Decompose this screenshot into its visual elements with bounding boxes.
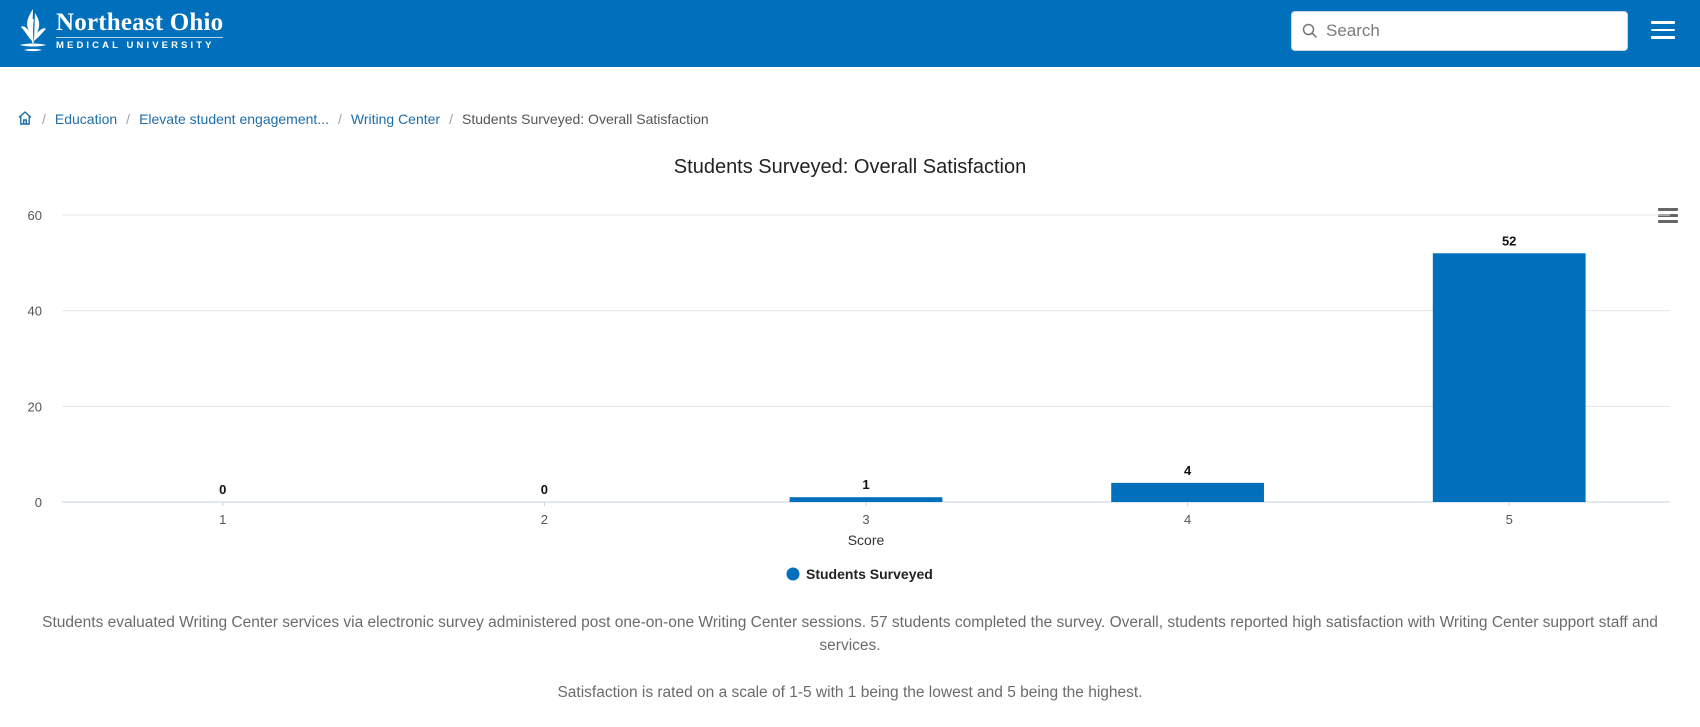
data-label: 0 — [219, 482, 226, 497]
y-tick-label: 60 — [28, 208, 42, 223]
bar-chart: 0 20 40 60 0 1 0 2 1 3 4 4 52 5 Score Students Surveyed — [28, 208, 1670, 582]
x-tick-label: 3 — [862, 512, 869, 527]
breadcrumb: / Education / Elevate student engagement… — [17, 109, 709, 129]
data-label: 0 — [541, 482, 548, 497]
breadcrumb-elevate-engagement[interactable]: Elevate student engagement... — [139, 111, 329, 127]
data-label: 4 — [1184, 463, 1192, 478]
y-tick-label: 0 — [35, 495, 42, 510]
breadcrumb-separator: / — [337, 111, 342, 127]
logo-name: Northeast Ohio — [56, 9, 224, 36]
legend-item[interactable]: Students Surveyed — [806, 566, 933, 582]
search-box[interactable] — [1291, 11, 1628, 51]
home-icon — [18, 110, 32, 125]
scale-note: Satisfaction is rated on a scale of 1-5 … — [557, 684, 1143, 701]
chart-description: Students evaluated Writing Center servic… — [42, 614, 1658, 654]
bar-score-5 — [1432, 253, 1586, 502]
x-tick-label: 2 — [541, 512, 548, 527]
x-axis-title: Score — [848, 532, 885, 548]
breadcrumb-home[interactable] — [17, 110, 33, 129]
search-input[interactable] — [1326, 21, 1616, 41]
flame-leaf-logo-icon — [20, 9, 46, 52]
bar-score-4 — [1111, 482, 1264, 502]
y-tick-label: 40 — [28, 304, 42, 319]
x-tick-label: 1 — [219, 512, 226, 527]
breadcrumb-education[interactable]: Education — [54, 111, 118, 127]
breadcrumb-current: Students Surveyed: Overall Satisfaction — [461, 111, 709, 127]
search-icon — [1302, 23, 1318, 39]
hamburger-menu-icon[interactable] — [1651, 21, 1675, 41]
chart-title: Students Surveyed: Overall Satisfaction — [673, 156, 1027, 178]
legend-symbol[interactable] — [786, 567, 800, 581]
top-header: Northeast Ohio MEDICAL UNIVERSITY — [0, 0, 1700, 67]
bar-score-3 — [789, 497, 943, 502]
data-label: 52 — [1502, 233, 1516, 248]
x-tick-label: 4 — [1184, 512, 1191, 527]
breadcrumb-writing-center[interactable]: Writing Center — [350, 111, 441, 127]
breadcrumb-separator: / — [449, 111, 453, 127]
data-label: 1 — [862, 477, 869, 492]
y-tick-label: 20 — [28, 399, 42, 414]
breadcrumb-separator: / — [126, 111, 131, 127]
breadcrumb-separator: / — [42, 111, 46, 127]
university-logo[interactable]: Northeast Ohio MEDICAL UNIVERSITY — [16, 6, 224, 56]
x-tick-label: 5 — [1506, 512, 1513, 527]
logo-subtitle: MEDICAL UNIVERSITY — [56, 37, 224, 52]
